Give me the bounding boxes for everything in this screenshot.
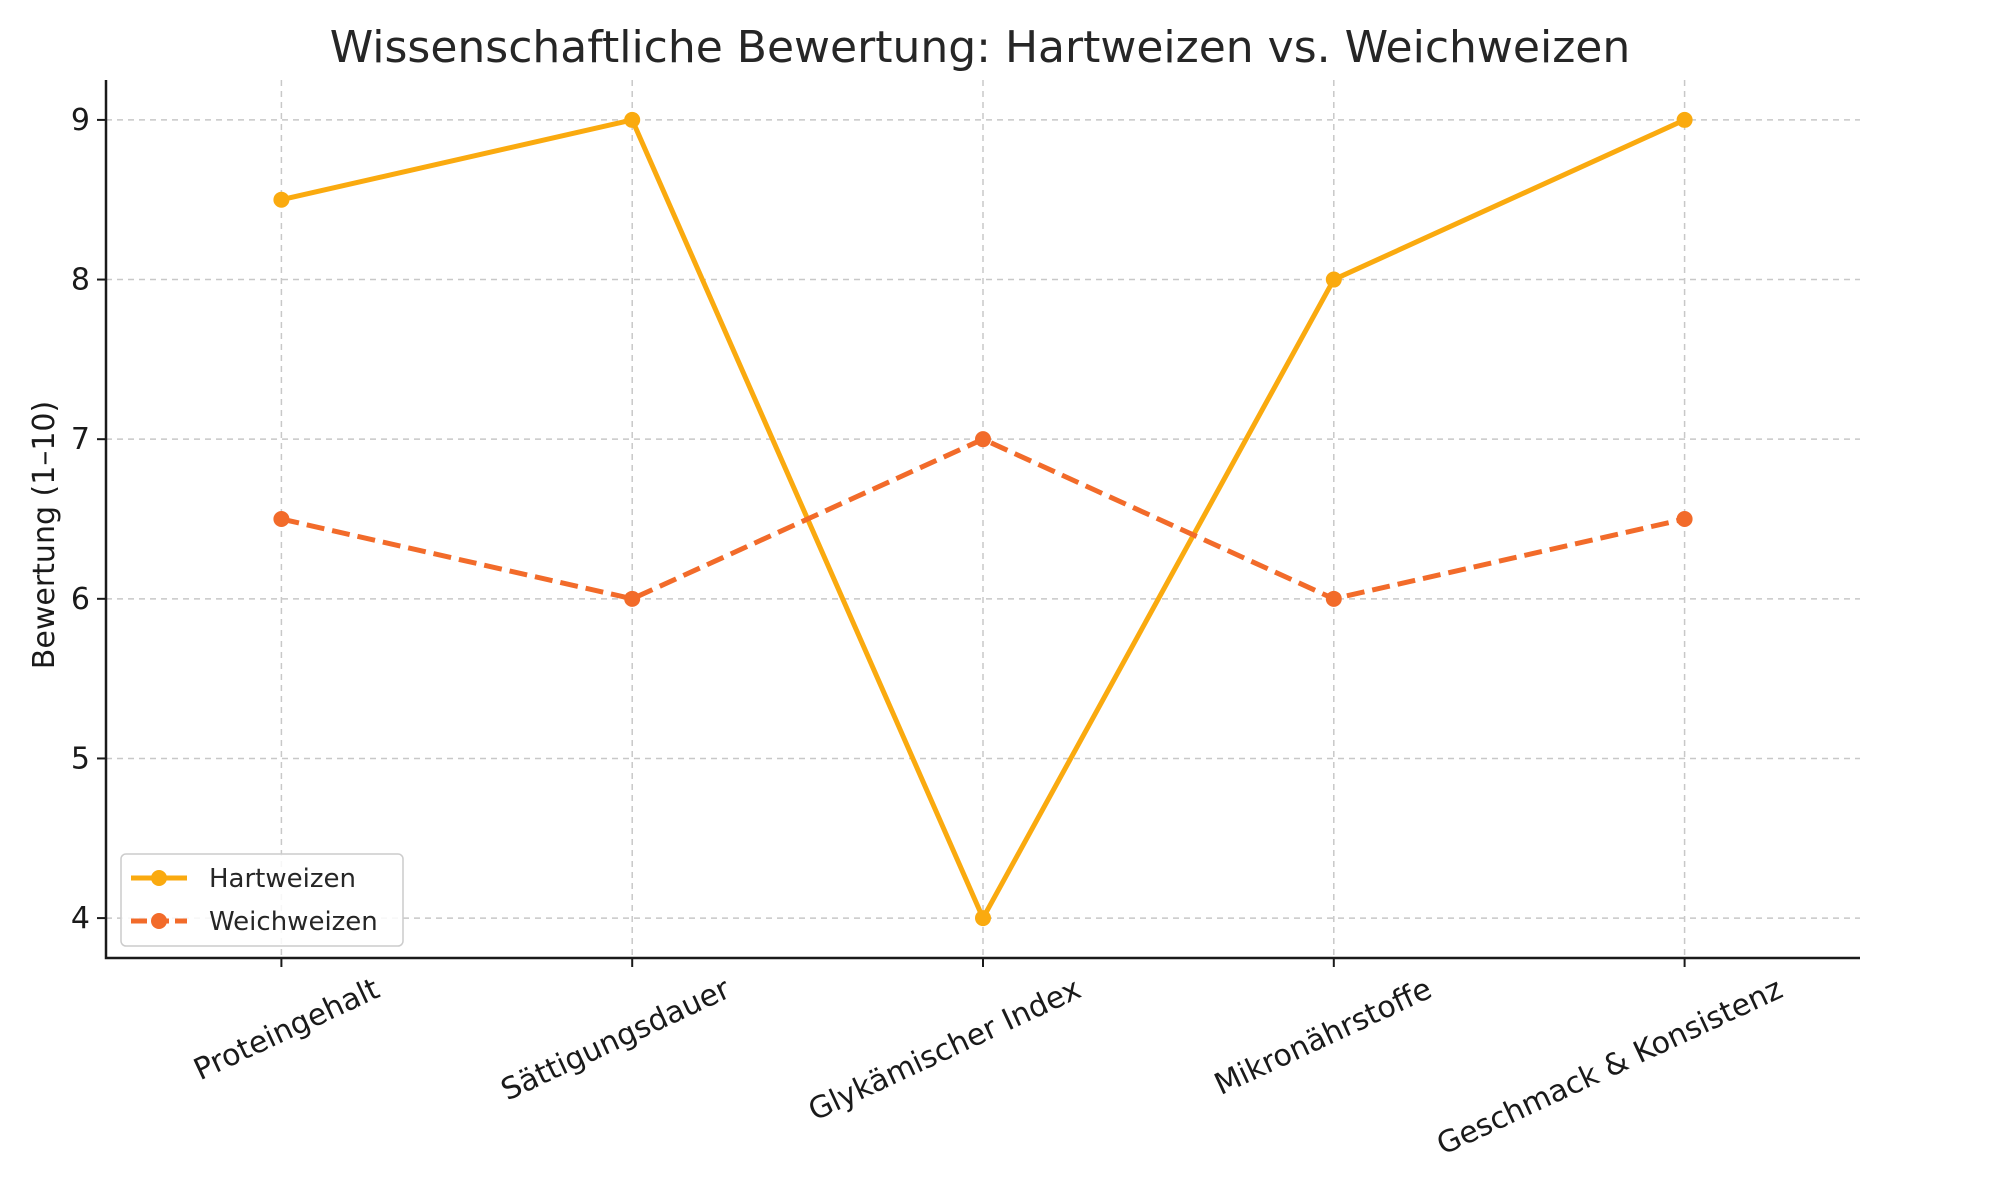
- y-tick-label: 7: [71, 422, 90, 457]
- legend: Hartweizen Weichweizen: [120, 853, 404, 947]
- data-point: [273, 511, 290, 527]
- chart-title: Wissenschaftliche Bewertung: Hartweizen …: [330, 22, 1631, 73]
- series-line: [280, 436, 1686, 602]
- legend-label: Weichweizen: [209, 907, 378, 937]
- x-tick-label: Geschmack & Konsistenz: [1432, 972, 1788, 1163]
- y-tick-label: 6: [71, 582, 90, 617]
- y-tick-label: 8: [71, 263, 90, 298]
- data-point: [1676, 111, 1693, 128]
- series-layer: [273, 111, 1693, 927]
- x-tick-label: Glykämischer Index: [803, 972, 1086, 1129]
- series-weichweizen: [273, 431, 1693, 607]
- x-tick-label: Proteingehalt: [189, 971, 385, 1087]
- data-point: [1676, 511, 1693, 527]
- data-point: [273, 191, 290, 208]
- legend-box: [120, 853, 404, 947]
- legend-marker: [151, 870, 167, 886]
- legend-label: Hartweizen: [209, 864, 356, 894]
- data-point: [975, 431, 991, 448]
- series-hartweizen: [273, 111, 1693, 927]
- legend-marker: [151, 913, 167, 929]
- data-point: [1325, 271, 1342, 288]
- y-axis-label: Bewertung (1–10): [27, 401, 62, 669]
- y-tick-label: 9: [71, 103, 90, 138]
- x-tick-label: Mikronährstoffe: [1209, 972, 1437, 1103]
- axis-spines: [104, 80, 1860, 960]
- data-point: [975, 910, 991, 927]
- x-tick-label: Sättigungsdauer: [496, 971, 736, 1108]
- grid: [106, 80, 1860, 958]
- y-tick-label: 5: [71, 741, 90, 776]
- data-point: [1325, 590, 1342, 607]
- data-point: [624, 111, 641, 128]
- axes: 4 5 6 7 8 9 Proteingehalt Sättigungsdauer Glykäm…: [71, 80, 1860, 1163]
- y-tick-label: 4: [71, 901, 90, 936]
- data-point: [624, 590, 641, 607]
